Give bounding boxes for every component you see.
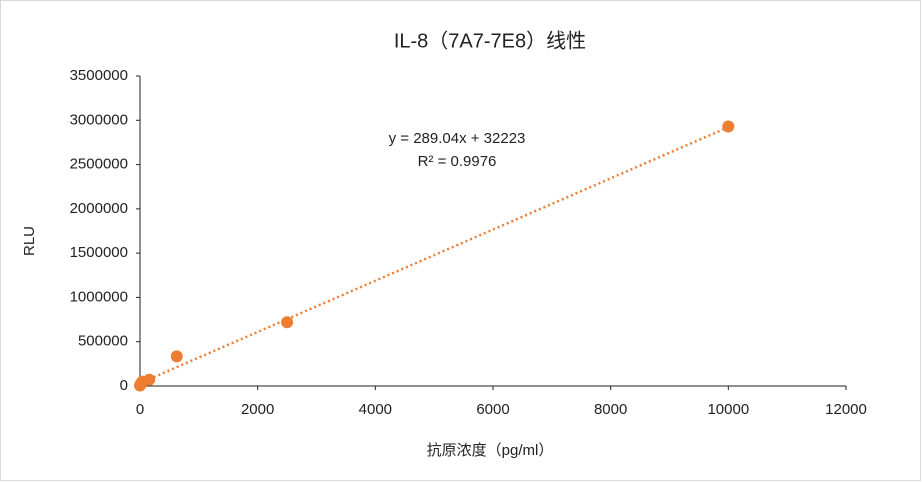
y-tick-label: 3000000 [70, 111, 128, 128]
y-tick-label: 1000000 [70, 288, 128, 305]
trendline-r2: R² = 0.9976 [418, 153, 497, 170]
point [722, 120, 735, 133]
trendline-equation: y = 289.04x + 32223 [389, 130, 526, 147]
y-tick-label: 500000 [78, 333, 128, 350]
y-axis-label: RLU [21, 226, 38, 256]
x-tick-label: 4000 [359, 401, 392, 418]
point [170, 350, 183, 363]
x-tick-label: 8000 [594, 401, 627, 418]
y-tick-label: 2000000 [70, 200, 128, 217]
x-tick-label: 6000 [476, 401, 509, 418]
y-tick-label: 0 [120, 377, 128, 394]
x-tick-label: 10000 [707, 401, 749, 418]
point [281, 316, 294, 329]
chart-title: IL-8（7A7-7E8）线性 [394, 29, 586, 52]
x-axis-label: 抗原浓度（pg/ml） [427, 442, 554, 459]
x-tick-label: 2000 [241, 401, 274, 418]
y-tick-label: 2500000 [70, 156, 128, 173]
y-tick-label: 3500000 [70, 67, 128, 84]
trendline [139, 125, 729, 385]
x-tick-label: 0 [136, 401, 144, 418]
y-tick-label: 1500000 [70, 244, 128, 261]
point [143, 373, 156, 386]
x-tick-label: 12000 [825, 401, 867, 418]
